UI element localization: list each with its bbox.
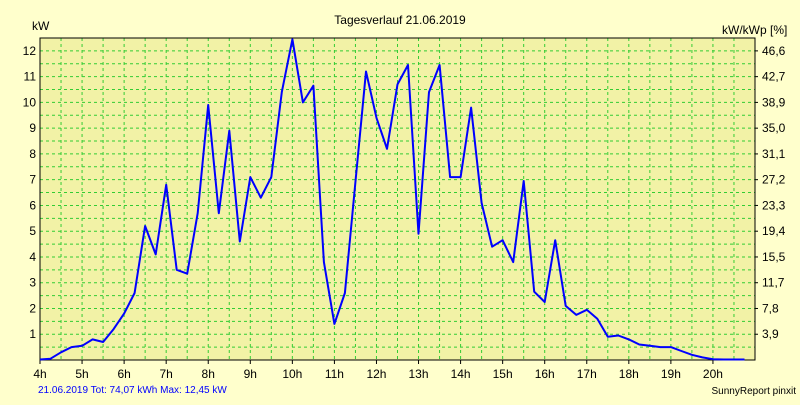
y-axis-label-left: kW [32, 19, 50, 33]
y-tick-label-left: 1 [29, 327, 36, 341]
x-tick-label: 9h [244, 367, 257, 381]
y-tick-label-left: 7 [29, 173, 36, 187]
y-tick-label-right: 31,1 [762, 147, 786, 161]
y-tick-label-right: 46,6 [762, 44, 786, 58]
y-tick-label-left: 11 [24, 70, 37, 84]
y-tick-label-left: 9 [29, 121, 36, 135]
axes [39, 37, 758, 364]
y-tick-label-right: 42,7 [762, 70, 786, 84]
x-tick-label: 8h [202, 367, 215, 381]
x-tick-label: 14h [451, 367, 471, 381]
y-axis-label-right: kW/kWp [%] [722, 23, 787, 37]
y-tick-label-left: 10 [23, 95, 37, 109]
plot-frame [39, 37, 756, 361]
y-tick-label-right: 38,9 [762, 95, 786, 109]
tick-labels: 4h 5h 6h 7h 8h 9h 10h 11h 12h 13h 14h 15h 16h 17h 18h 1… [23, 44, 786, 381]
y-tick-label-right: 35,0 [762, 121, 786, 135]
y-tick-label-right: 11,7 [762, 276, 785, 290]
x-tick-label: 4h [33, 367, 46, 381]
x-tick-label: 16h [535, 367, 555, 381]
footer-credit: SunnyReport pinxit [712, 386, 797, 397]
x-tick-label: 18h [619, 367, 639, 381]
x-tick-label: 15h [493, 367, 513, 381]
x-tick-label: 20h [703, 367, 723, 381]
y-tick-label-left: 3 [29, 276, 36, 290]
y-tick-label-left: 4 [29, 250, 36, 264]
y-tick-label-right: 15,5 [762, 250, 786, 264]
series-line [39, 38, 745, 361]
y-tick-label-right: 27,2 [762, 173, 786, 187]
x-tick-label: 7h [159, 367, 172, 381]
y-tick-label-right: 19,4 [762, 224, 786, 238]
y-tick-label-right: 3,9 [762, 327, 779, 341]
x-tick-label: 6h [117, 367, 130, 381]
x-tick-label: 11h [325, 367, 344, 381]
y-tick-label-left: 12 [23, 44, 37, 58]
y-tick-label-left: 6 [29, 198, 36, 212]
y-tick-label-right: 7,8 [762, 301, 779, 315]
y-tick-label-left: 2 [29, 301, 36, 315]
plot-area [40, 38, 755, 360]
x-tick-label: 17h [577, 367, 597, 381]
grid-lines [40, 38, 755, 360]
x-tick-label: 19h [661, 367, 681, 381]
y-tick-label-right: 23,3 [762, 198, 786, 212]
x-tick-label: 5h [75, 367, 88, 381]
chart-title: Tagesverlauf 21.06.2019 [334, 13, 466, 27]
x-tick-label: 13h [409, 367, 429, 381]
x-tick-label: 12h [366, 367, 386, 381]
y-tick-label-left: 8 [29, 147, 36, 161]
footer-summary: 21.06.2019 Tot: 74,07 kWh Max: 12,45 kW [38, 385, 227, 396]
x-tick-label: 10h [282, 367, 302, 381]
y-tick-label-left: 5 [29, 224, 36, 238]
